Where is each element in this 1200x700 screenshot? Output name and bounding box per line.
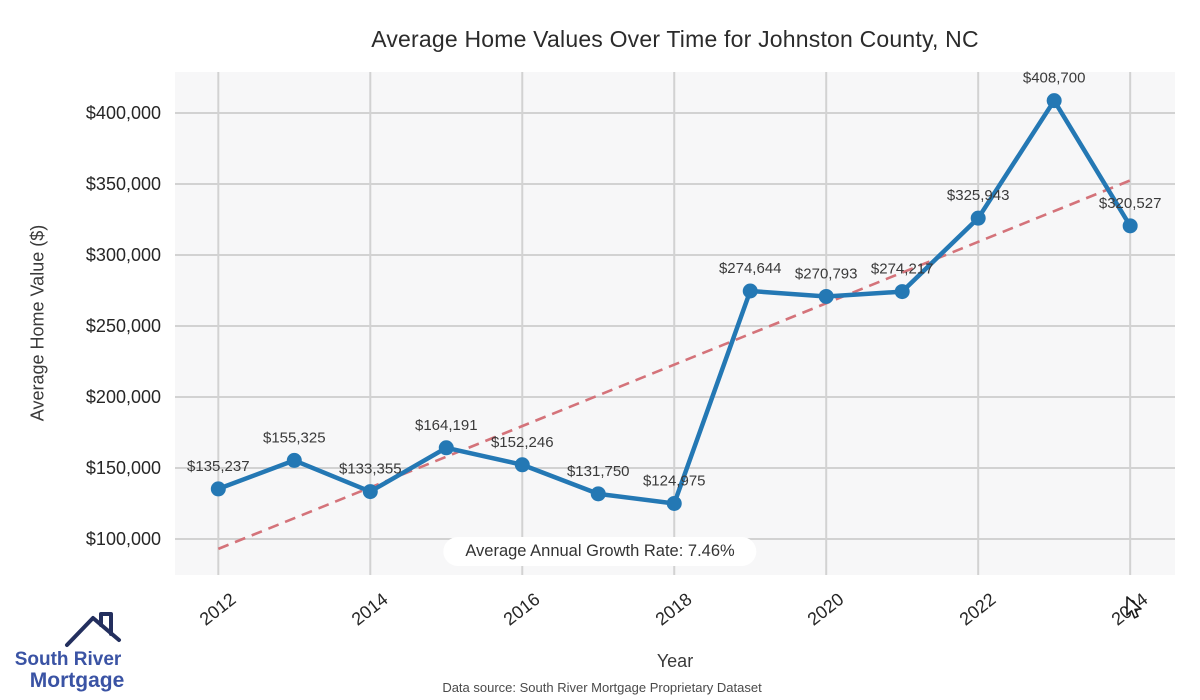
south-river-mortgage-logo: South River Mortgage bbox=[15, 612, 125, 692]
data-point-label: $408,700 bbox=[1023, 70, 1086, 87]
x-axis-label: Year bbox=[656, 651, 694, 671]
data-point-marker bbox=[362, 484, 378, 500]
data-point-marker bbox=[438, 440, 454, 456]
data-point-marker bbox=[666, 495, 682, 511]
y-tick-label: $100,000 bbox=[86, 529, 161, 549]
logo-text-line1: South River bbox=[15, 649, 122, 670]
data-point-label: $270,793 bbox=[795, 265, 858, 282]
y-tick-label: $200,000 bbox=[86, 387, 161, 407]
data-point-marker bbox=[1122, 218, 1138, 234]
data-point-label: $124,975 bbox=[643, 472, 706, 489]
x-tick-label: 2020 bbox=[804, 589, 848, 629]
x-tick-label: 2012 bbox=[196, 589, 240, 629]
chart-title: Average Home Values Over Time for Johnst… bbox=[371, 26, 979, 52]
data-point-marker bbox=[970, 210, 986, 226]
y-tick-label: $300,000 bbox=[86, 245, 161, 265]
data-point-label: $152,246 bbox=[491, 434, 554, 451]
y-tick-label: $350,000 bbox=[86, 174, 161, 194]
x-tick-label: 2022 bbox=[956, 589, 1000, 629]
data-point-label: $274,217 bbox=[871, 261, 934, 278]
data-point-marker bbox=[210, 481, 226, 497]
logo-text-line2: Mortgage bbox=[30, 669, 125, 692]
data-point-marker bbox=[514, 457, 530, 473]
data-point-label: $133,355 bbox=[339, 461, 402, 478]
x-tick-label: 2014 bbox=[348, 589, 392, 629]
data-point-label: $131,750 bbox=[567, 463, 630, 480]
data-point-label: $325,943 bbox=[947, 187, 1010, 204]
data-source-caption: Data source: South River Mortgage Propri… bbox=[442, 680, 762, 695]
mouse-cursor-icon bbox=[1126, 596, 1142, 619]
data-point-marker bbox=[818, 288, 834, 304]
data-point-label: $320,527 bbox=[1099, 195, 1162, 212]
data-point-label: $274,644 bbox=[719, 260, 782, 277]
data-point-marker bbox=[742, 283, 758, 299]
x-tick-label: 2016 bbox=[500, 589, 544, 629]
data-point-marker bbox=[894, 284, 910, 300]
y-tick-label: $400,000 bbox=[86, 103, 161, 123]
data-point-label: $155,325 bbox=[263, 429, 326, 446]
logo-chimney-icon bbox=[99, 612, 113, 636]
data-point-marker bbox=[1046, 93, 1062, 109]
y-tick-label: $150,000 bbox=[86, 458, 161, 478]
data-point-marker bbox=[286, 452, 302, 468]
x-tick-label: 2018 bbox=[652, 589, 696, 629]
y-axis-label: Average Home Value ($) bbox=[27, 224, 48, 422]
data-point-marker bbox=[590, 486, 606, 502]
growth-rate-annotation: Average Annual Growth Rate: 7.46% bbox=[443, 537, 757, 566]
data-point-label: $164,191 bbox=[415, 417, 478, 434]
y-tick-label: $250,000 bbox=[86, 316, 161, 336]
data-point-label: $135,237 bbox=[187, 458, 250, 475]
